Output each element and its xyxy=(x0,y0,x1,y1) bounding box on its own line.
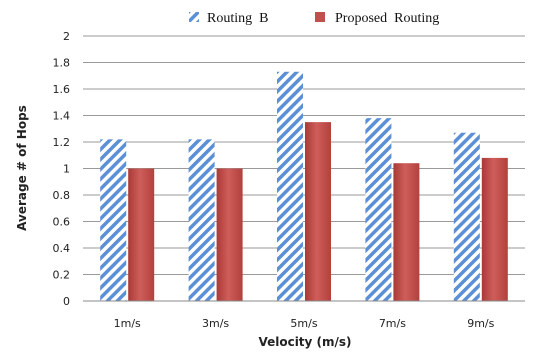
bar-proposed-routing-1m-s xyxy=(128,168,155,301)
x-tick-label: 9m/s xyxy=(467,317,494,330)
x-axis-ticks: 1m/s 3m/s 5m/s 7m/s 9m/s xyxy=(114,317,495,330)
y-tick-label: 1.6 xyxy=(53,83,71,96)
x-axis-title: Velocity (m/s) xyxy=(258,335,351,349)
bar-proposed-routing-3m-s xyxy=(216,168,243,301)
bar-routing-b-3m-s xyxy=(188,139,215,301)
y-tick-label: 0.4 xyxy=(53,242,71,255)
legend-label-proposed-routing: Proposed Routing xyxy=(335,11,439,26)
y-tick-label: 1 xyxy=(63,163,70,176)
y-tick-label: 0 xyxy=(63,295,70,308)
y-tick-label: 0.6 xyxy=(53,216,71,229)
gridlines xyxy=(83,35,525,275)
legend-label-routing-b: Routing B xyxy=(207,11,268,26)
y-tick-label: 0.8 xyxy=(53,189,71,202)
bars xyxy=(100,71,508,302)
bar-routing-b-9m-s xyxy=(453,132,480,301)
x-tick-label: 3m/s xyxy=(202,317,229,330)
legend: Routing B Proposed Routing xyxy=(189,11,439,26)
x-tick-label: 1m/s xyxy=(114,317,141,330)
y-tick-label: 1.2 xyxy=(53,136,71,149)
y-tick-label: 0.2 xyxy=(53,269,71,282)
x-tick-label: 7m/s xyxy=(379,317,406,330)
bar-routing-b-5m-s xyxy=(277,71,303,302)
bar-proposed-routing-9m-s xyxy=(481,157,508,301)
y-tick-label: 1.8 xyxy=(53,57,71,70)
bar-routing-b-1m-s xyxy=(100,139,127,301)
y-axis-title: Average # of Hops xyxy=(15,105,29,231)
bar-proposed-routing-5m-s xyxy=(305,122,331,301)
legend-swatch-routing-b xyxy=(189,12,199,22)
x-tick-label: 5m/s xyxy=(290,317,317,330)
y-axis-ticks: 0 0.2 0.4 0.6 0.8 1 1.2 1.4 1.6 1.8 2 xyxy=(53,30,71,308)
legend-swatch-proposed-routing xyxy=(315,12,325,22)
bar-proposed-routing-7m-s xyxy=(393,163,420,301)
y-tick-label: 1.4 xyxy=(53,110,71,123)
bar-routing-b-7m-s xyxy=(365,118,392,302)
y-tick-label: 2 xyxy=(63,30,70,43)
